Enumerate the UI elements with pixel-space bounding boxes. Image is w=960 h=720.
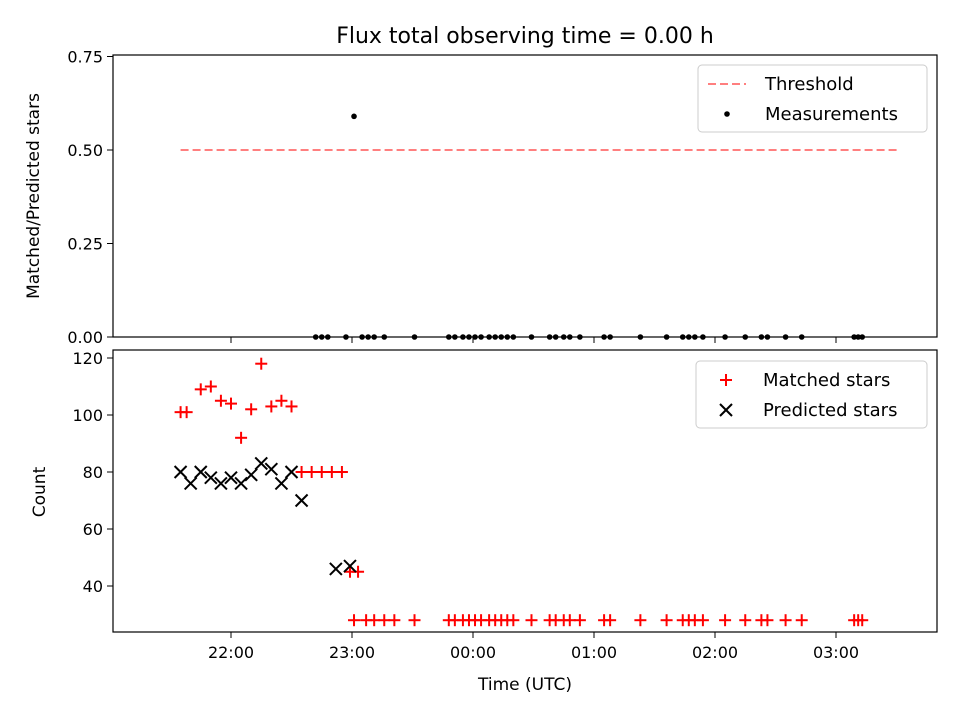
matched-legend-swatch xyxy=(720,374,732,386)
predicted-star-point xyxy=(204,470,218,485)
matched-star-point xyxy=(325,466,338,478)
predicted-legend-label: Predicted stars xyxy=(763,400,897,421)
matched-star-point xyxy=(660,614,673,627)
matched-star-point xyxy=(779,614,792,627)
bottom-x-tick-label: 03:00 xyxy=(813,643,859,662)
matched-legend-label: Matched stars xyxy=(763,370,890,391)
bottom-y-tick-label: 40 xyxy=(83,577,103,596)
predicted-star-point xyxy=(234,476,248,491)
predicted-star-point xyxy=(284,465,299,479)
matched-star-point xyxy=(388,614,401,627)
matched-star-point xyxy=(315,466,328,478)
bottom-y-tick-label: 120 xyxy=(72,349,103,368)
bottom-legend-box xyxy=(695,360,928,429)
matched-star-point xyxy=(235,431,248,444)
predicted-star-point xyxy=(244,468,258,482)
chart-title: Flux total observing time = 0.00 h xyxy=(336,24,714,49)
top-y-axis-label: Matched/Predicted stars xyxy=(24,93,44,299)
top-panel: Flux total observing time = 0.00 h Match… xyxy=(24,24,938,347)
bottom-x-tick-label: 02:00 xyxy=(692,643,738,662)
predicted-star-point xyxy=(294,493,309,508)
measurement-point xyxy=(351,113,357,120)
matched-star-point xyxy=(214,394,227,407)
threshold-legend-label: Threshold xyxy=(764,74,854,95)
matched-star-point xyxy=(507,614,520,627)
predicted-star-point xyxy=(173,465,188,479)
matched-star-point xyxy=(305,466,318,478)
matched-star-point xyxy=(795,614,808,627)
matched-star-point xyxy=(255,357,268,370)
bottom-panel: Count Time (UTC) 40 60 80 100 120 22:00 23:00 0… xyxy=(30,349,938,695)
bottom-y-axis-label: Count xyxy=(30,466,50,517)
matched-star-point xyxy=(719,614,732,627)
predicted-star-point xyxy=(264,462,279,476)
matched-star-point xyxy=(335,466,348,478)
bottom-y-tick-label: 60 xyxy=(83,520,103,539)
predicted-star-point xyxy=(214,476,228,491)
matched-star-point xyxy=(634,614,647,627)
matched-star-point xyxy=(696,614,709,627)
matched-star-point xyxy=(573,614,586,627)
matched-star-point xyxy=(275,394,288,407)
predicted-star-point xyxy=(329,562,343,576)
bottom-x-tick-label: 23:00 xyxy=(329,643,375,662)
predicted-star-point xyxy=(343,559,357,573)
bottom-legend: Matched stars Predicted stars xyxy=(695,360,928,429)
matched-star-point xyxy=(180,406,193,419)
matched-star-point xyxy=(563,614,576,627)
predicted-star-point xyxy=(194,465,208,479)
matched-star-point xyxy=(194,383,207,396)
predicted-star-point xyxy=(274,476,289,491)
matched-star-point xyxy=(285,400,298,413)
matched-star-point xyxy=(245,403,258,416)
matched-star-point xyxy=(739,614,752,627)
matched-star-point xyxy=(378,614,391,627)
bottom-axes-frame xyxy=(112,349,938,633)
predicted-star-point xyxy=(254,456,268,471)
predicted-legend-swatch xyxy=(719,403,733,417)
top-plot-area: 0.000.250.500.751.001.25 xyxy=(67,48,901,347)
measurements-legend-label: Measurements xyxy=(765,104,898,125)
bottom-y-tick-label: 80 xyxy=(83,463,103,482)
bottom-y-tick-label: 100 xyxy=(72,406,103,425)
matched-star-point xyxy=(856,614,869,627)
matched-star-point xyxy=(604,614,617,627)
matched-star-point xyxy=(295,466,308,478)
matched-star-point xyxy=(360,614,373,627)
x-axis-label: Time (UTC) xyxy=(477,675,572,695)
matched-star-point xyxy=(225,397,237,410)
bottom-x-tick-label: 22:00 xyxy=(208,643,254,662)
matched-star-point xyxy=(204,380,217,393)
matched-star-point xyxy=(348,614,361,627)
top-legend: Threshold Measurements xyxy=(697,64,928,133)
bottom-plot-area: 40 60 80 100 120 22:00 23:00 00:00 01:00 02:00 03:… xyxy=(72,349,869,662)
matched-star-point xyxy=(352,565,365,578)
top-axes-frame xyxy=(112,54,938,338)
matched-star-point xyxy=(761,614,774,627)
bottom-x-tick-label: 01:00 xyxy=(571,643,617,662)
measurements-legend-swatch xyxy=(724,111,730,117)
matched-star-point xyxy=(408,614,421,627)
top-y-tick-label: 0.00 xyxy=(67,328,103,347)
predicted-star-point xyxy=(183,476,198,491)
matched-star-point xyxy=(265,400,278,413)
bottom-x-tick-label: 00:00 xyxy=(450,643,496,662)
top-y-tick-label: 0.75 xyxy=(67,48,103,67)
matched-star-point xyxy=(525,614,538,627)
predicted-star-point xyxy=(224,470,238,485)
top-y-tick-label: 0.50 xyxy=(67,141,103,160)
top-y-tick-label: 0.25 xyxy=(67,235,103,254)
top-legend-box xyxy=(697,64,928,133)
